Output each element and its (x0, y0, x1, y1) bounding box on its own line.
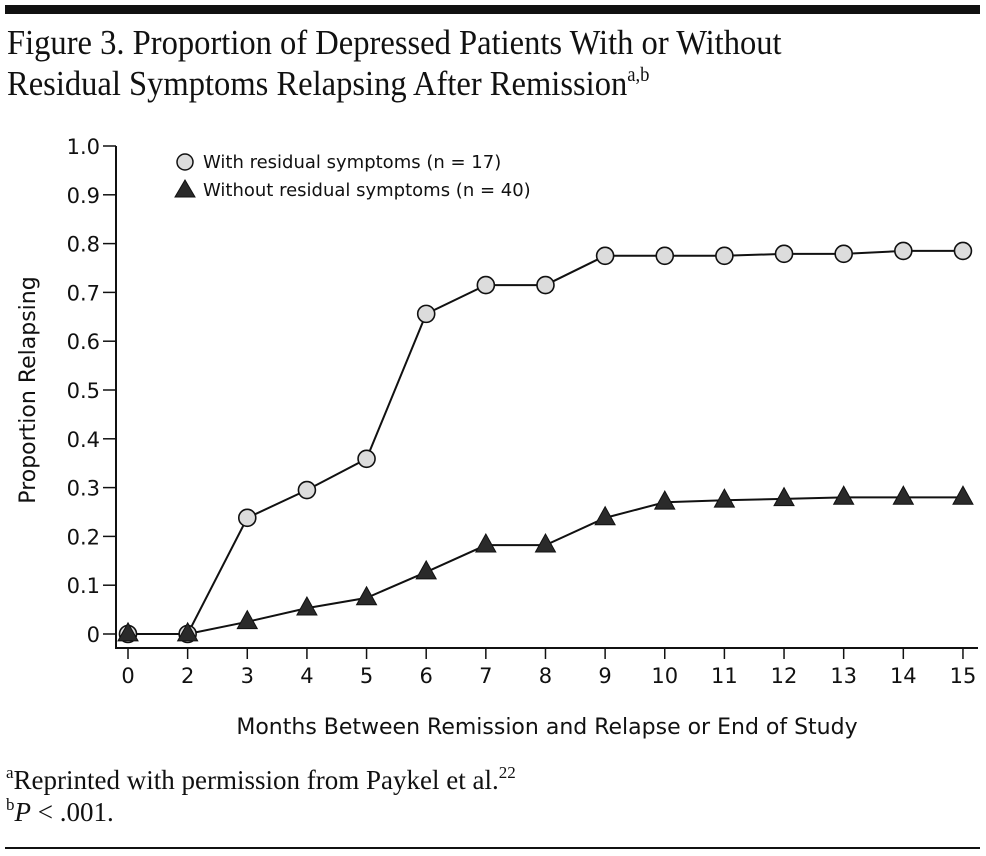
footnote-a: aReprinted with permission from Paykel e… (6, 764, 516, 796)
data-point-with-residual (476, 275, 496, 295)
legend: With residual symptoms (n = 17) Without r… (174, 152, 531, 201)
x-tick-label: 13 (830, 664, 857, 688)
data-point-with-residual (655, 246, 675, 266)
y-tick-label: 0.2 (67, 525, 100, 549)
data-point-without-residual (176, 621, 199, 642)
y-tick-label: 0.5 (67, 379, 100, 403)
y-tick-label: 0.9 (67, 184, 100, 208)
x-tick-label: 2 (181, 664, 194, 688)
data-point-with-residual (774, 244, 794, 264)
x-tick-label: 15 (950, 664, 977, 688)
footnote-b-text: < .001. (31, 797, 114, 827)
data-point-without-residual (236, 609, 259, 630)
footnote-b-p: P (14, 797, 32, 827)
legend-label-without-residual: Without residual symptoms (n = 40) (203, 180, 531, 201)
y-tick-label: 0.3 (67, 477, 100, 501)
data-point-without-residual (952, 485, 974, 505)
data-point-with-residual (536, 275, 555, 295)
data-point-without-residual (415, 559, 438, 580)
data-point-with-residual (595, 246, 615, 266)
data-point-with-residual (894, 241, 913, 261)
title-line-2-text: Residual Symptoms Relapsing After Remiss… (7, 64, 628, 103)
title-line-1: Figure 3. Proportion of Depressed Patien… (7, 23, 782, 62)
x-tick-label: 4 (300, 664, 313, 688)
legend-label-with-residual: With residual symptoms (n = 17) (203, 152, 501, 173)
footnotes: aReprinted with permission from Paykel e… (6, 764, 516, 828)
data-point-without-residual (534, 532, 557, 553)
x-tick-label: 0 (121, 664, 134, 688)
y-tick-label: 1.0 (67, 135, 100, 159)
x-tick-label: 9 (598, 664, 611, 688)
data-point-with-residual (237, 508, 257, 528)
data-point-without-residual (892, 485, 915, 505)
data-point-without-residual (594, 505, 616, 526)
x-tick-label: 10 (651, 664, 678, 688)
footnote-b: bP < .001. (6, 796, 516, 828)
footnote-b-marker: b (6, 795, 15, 814)
series-line-with-residual (128, 249, 963, 635)
x-tick-label: 7 (479, 664, 492, 688)
x-tick-label: 11 (711, 664, 738, 688)
data-point-without-residual (713, 488, 736, 508)
y-tick-label: 0.6 (67, 330, 100, 354)
axes: 0 0.1 0.2 0.3 0.4 0.5 0.6 0.7 0.8 0.9 1.0 0 2 3 4 5 6 7 8 9… (67, 135, 978, 688)
x-axis-title: Months Between Remission and Relapse or … (236, 715, 857, 740)
data-point-without-residual (474, 532, 497, 553)
y-axis-title: Proportion Relapsing (16, 276, 41, 503)
y-tick-label: 0.1 (67, 574, 100, 598)
footnote-a-reference: 22 (498, 763, 516, 782)
data-point-with-residual (357, 449, 376, 469)
legend-marker-without-residual (174, 179, 196, 198)
data-point-with-residual (715, 246, 734, 266)
x-tick-label: 6 (420, 664, 433, 688)
footnote-a-marker: a (6, 763, 14, 782)
x-tick-label: 12 (771, 664, 798, 688)
data-point-with-residual (953, 241, 973, 261)
x-tick-label: 5 (360, 664, 373, 688)
series-layer (117, 241, 974, 644)
y-tick-label: 0.4 (67, 428, 100, 452)
data-point-without-residual (355, 585, 378, 606)
data-point-without-residual (296, 595, 318, 616)
bottom-rule (5, 847, 980, 849)
title-line-2: Residual Symptoms Relapsing After Remiss… (7, 63, 909, 104)
legend-marker-with-residual (176, 153, 194, 171)
data-point-with-residual (834, 244, 853, 264)
data-point-without-residual (773, 486, 795, 507)
data-point-without-residual (832, 485, 855, 505)
data-point-with-residual (416, 304, 436, 324)
x-tick-label: 14 (890, 664, 917, 688)
data-point-without-residual (653, 490, 676, 510)
chart: 0 0.1 0.2 0.3 0.4 0.5 0.6 0.7 0.8 0.9 1.0 0 2 3 4 5 6 7 8 9… (16, 135, 978, 740)
y-tick-label: 0 (87, 623, 100, 647)
y-tick-label: 0.8 (67, 233, 100, 257)
x-tick-label: 3 (241, 664, 254, 688)
title-superscript: a,b (627, 64, 650, 86)
top-rule (5, 5, 980, 14)
data-point-with-residual (297, 480, 317, 500)
y-tick-label: 0.7 (67, 281, 100, 305)
data-point-without-residual (117, 621, 139, 642)
footnote-a-text: Reprinted with permission from Paykel et… (13, 765, 499, 795)
figure-title: Figure 3. Proportion of Depressed Patien… (7, 22, 909, 104)
x-tick-label: 8 (539, 664, 552, 688)
